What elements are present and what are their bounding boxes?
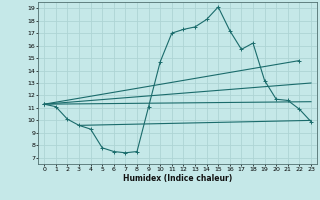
X-axis label: Humidex (Indice chaleur): Humidex (Indice chaleur) — [123, 174, 232, 183]
